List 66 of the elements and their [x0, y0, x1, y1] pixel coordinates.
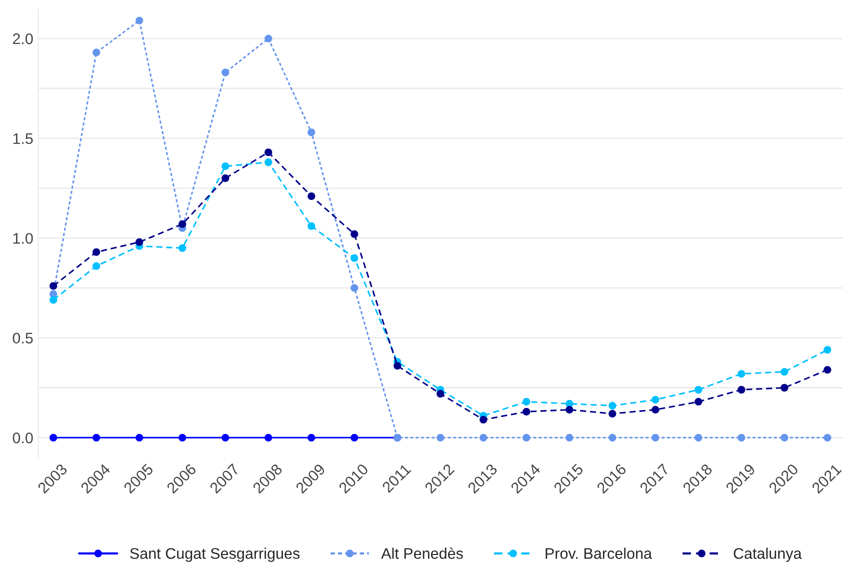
legend-label: Sant Cugat Sesgarrigues — [130, 548, 300, 562]
point — [92, 262, 100, 270]
point — [566, 434, 574, 442]
point — [308, 222, 316, 230]
point — [222, 68, 230, 76]
point — [136, 238, 144, 246]
point — [480, 416, 488, 424]
point — [608, 434, 616, 442]
point — [824, 346, 832, 354]
point — [308, 192, 316, 200]
point — [436, 390, 444, 398]
point — [694, 386, 702, 394]
point — [780, 384, 788, 392]
legend-label: Catalunya — [734, 548, 802, 562]
point — [652, 396, 660, 404]
point — [222, 434, 230, 442]
point — [608, 402, 616, 410]
point — [50, 434, 58, 442]
point — [264, 158, 272, 166]
legend-label: Prov. Barcelona — [546, 548, 652, 559]
legend-label: Alt Penedès — [381, 548, 463, 559]
y-tick-label: 0.5 — [12, 332, 33, 344]
point — [50, 296, 58, 304]
point — [824, 434, 832, 442]
point — [178, 220, 186, 228]
point — [308, 128, 316, 136]
point — [264, 434, 272, 442]
point — [480, 434, 488, 442]
point — [222, 174, 230, 182]
point — [738, 370, 746, 378]
point — [264, 34, 272, 42]
point — [780, 368, 788, 376]
point — [92, 48, 100, 56]
point — [394, 362, 402, 370]
point — [608, 410, 616, 418]
point — [652, 406, 660, 414]
point — [694, 398, 702, 406]
y-tick-label: 2.0 — [12, 33, 33, 44]
point — [92, 434, 100, 442]
y-tick-label: 1.0 — [13, 232, 33, 244]
point — [522, 434, 530, 442]
point — [50, 282, 58, 290]
point — [350, 284, 358, 292]
point — [436, 434, 444, 442]
point — [136, 434, 144, 442]
y-tick-label: 1.5 — [13, 133, 33, 144]
point — [738, 434, 746, 442]
point — [92, 248, 100, 256]
point — [780, 434, 788, 442]
point — [522, 408, 530, 416]
point — [824, 366, 832, 374]
point — [264, 148, 272, 156]
point — [222, 162, 230, 170]
point — [178, 244, 186, 252]
point — [738, 386, 746, 394]
point — [308, 434, 316, 442]
point — [136, 16, 144, 24]
point — [652, 434, 660, 442]
point — [522, 398, 530, 406]
point — [694, 434, 702, 442]
point — [350, 230, 358, 238]
point — [350, 254, 358, 262]
point — [566, 406, 574, 414]
y-tick-label: 0.0 — [12, 432, 33, 444]
point — [350, 434, 358, 442]
point — [178, 434, 186, 442]
